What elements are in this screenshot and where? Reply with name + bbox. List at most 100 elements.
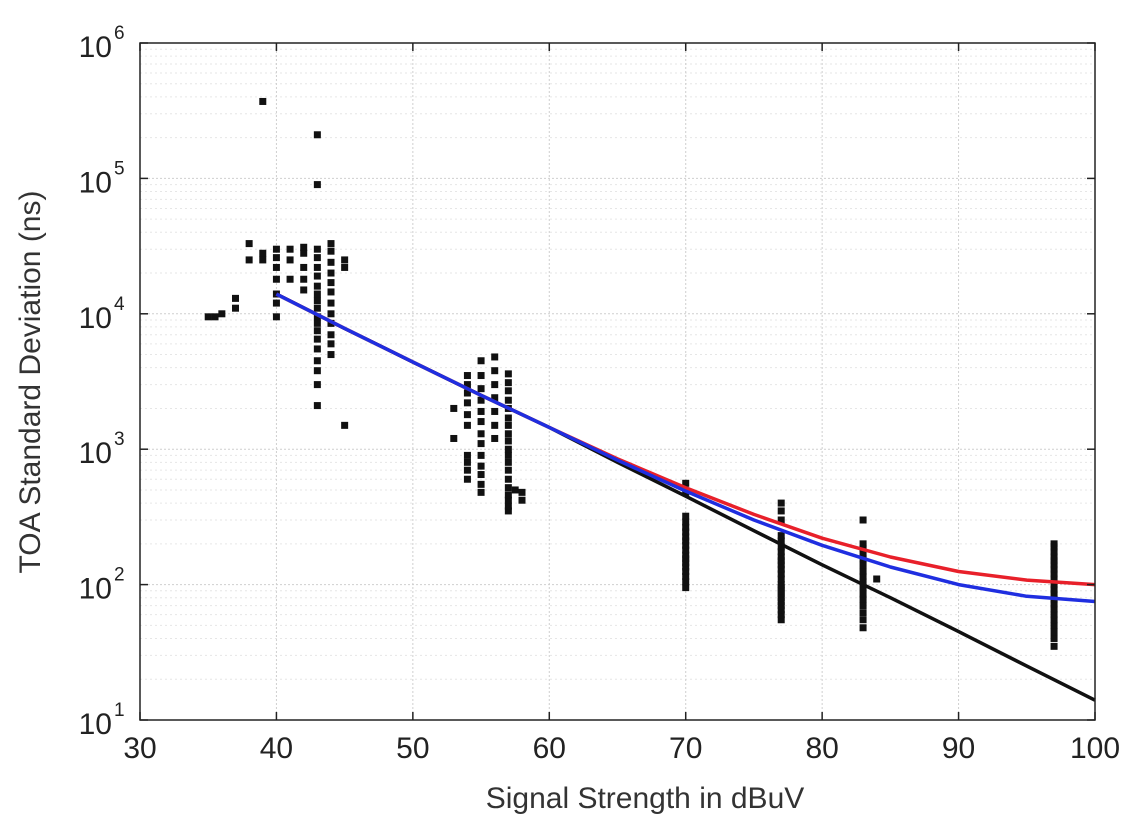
data-point: [313, 402, 321, 410]
data-point: [327, 310, 335, 318]
data-point: [777, 561, 785, 569]
data-point: [491, 394, 499, 402]
data-point: [1050, 634, 1058, 642]
data-point: [463, 372, 471, 380]
x-tick-label: 60: [533, 732, 566, 765]
data-point: [313, 304, 321, 312]
data-point: [777, 594, 785, 602]
plot-area: [140, 43, 1095, 720]
y-tick-exponent: 5: [114, 158, 125, 179]
data-point: [859, 540, 867, 548]
data-point: [272, 263, 280, 271]
data-point: [327, 351, 335, 359]
data-point: [504, 421, 512, 429]
data-point: [777, 565, 785, 573]
data-point: [463, 381, 471, 389]
data-point: [313, 319, 321, 327]
data-point: [463, 421, 471, 429]
x-tick-label: 100: [1070, 732, 1120, 765]
data-point: [300, 243, 308, 251]
data-point: [777, 543, 785, 551]
data-point: [682, 584, 690, 592]
data-point: [313, 367, 321, 375]
data-point: [204, 313, 212, 321]
data-point: [313, 327, 321, 335]
data-point: [1050, 570, 1058, 578]
data-point: [777, 516, 785, 524]
data-point: [1050, 553, 1058, 561]
data-point: [504, 414, 512, 422]
data-point: [491, 367, 499, 375]
data-point: [682, 572, 690, 580]
data-point: [245, 240, 253, 248]
data-point: [777, 606, 785, 614]
data-point: [682, 533, 690, 541]
data-point: [245, 256, 253, 264]
data-point: [504, 496, 512, 504]
data-point: [463, 458, 471, 466]
data-point: [313, 357, 321, 365]
data-point: [682, 559, 690, 567]
data-point: [272, 245, 280, 253]
data-point: [341, 421, 349, 429]
data-point: [682, 578, 690, 586]
data-point: [504, 437, 512, 445]
data-point: [477, 451, 485, 459]
data-point: [313, 335, 321, 343]
data-point: [477, 430, 485, 438]
data-point: [313, 272, 321, 280]
data-point: [341, 256, 349, 264]
data-point: [463, 389, 471, 397]
data-point: [859, 609, 867, 617]
data-point: [518, 488, 526, 496]
data-point: [504, 451, 512, 459]
data-point: [477, 407, 485, 415]
data-point: [1050, 561, 1058, 569]
plot-frame: [139, 42, 1096, 721]
data-point: [518, 496, 526, 504]
data-point: [327, 331, 335, 339]
data-point: [504, 466, 512, 474]
data-point: [504, 484, 512, 492]
data-point: [859, 567, 867, 575]
data-point: [327, 258, 335, 266]
data-point: [682, 537, 690, 545]
data-point: [1050, 581, 1058, 589]
data-point: [491, 381, 499, 389]
data-point: [313, 282, 321, 290]
data-point: [859, 578, 867, 586]
data-point: [477, 488, 485, 496]
data-point: [477, 471, 485, 479]
data-point: [477, 357, 485, 365]
data-point: [327, 288, 335, 296]
data-point: [259, 249, 267, 257]
data-point: [1050, 586, 1058, 594]
data-point: [300, 249, 308, 257]
data-point: [327, 279, 335, 287]
data-point: [504, 370, 512, 378]
data-point: [327, 240, 335, 248]
y-tick-label: 10: [79, 166, 112, 199]
data-point: [300, 286, 308, 294]
data-point: [859, 561, 867, 569]
data-point: [313, 345, 321, 353]
data-point: [286, 256, 294, 264]
data-point: [504, 387, 512, 395]
data-point: [682, 563, 690, 571]
data-point: [504, 475, 512, 483]
data-point: [777, 581, 785, 589]
data-point: [272, 299, 280, 307]
data-point: [859, 572, 867, 580]
y-tick-exponent: 3: [114, 429, 125, 450]
data-point: [859, 516, 867, 524]
data-point: [504, 502, 512, 510]
data-point: [504, 458, 512, 466]
data-point: [463, 466, 471, 474]
data-point: [777, 548, 785, 556]
data-point: [477, 462, 485, 470]
data-point: [504, 396, 512, 404]
data-point: [463, 451, 471, 459]
data-point: [477, 440, 485, 448]
